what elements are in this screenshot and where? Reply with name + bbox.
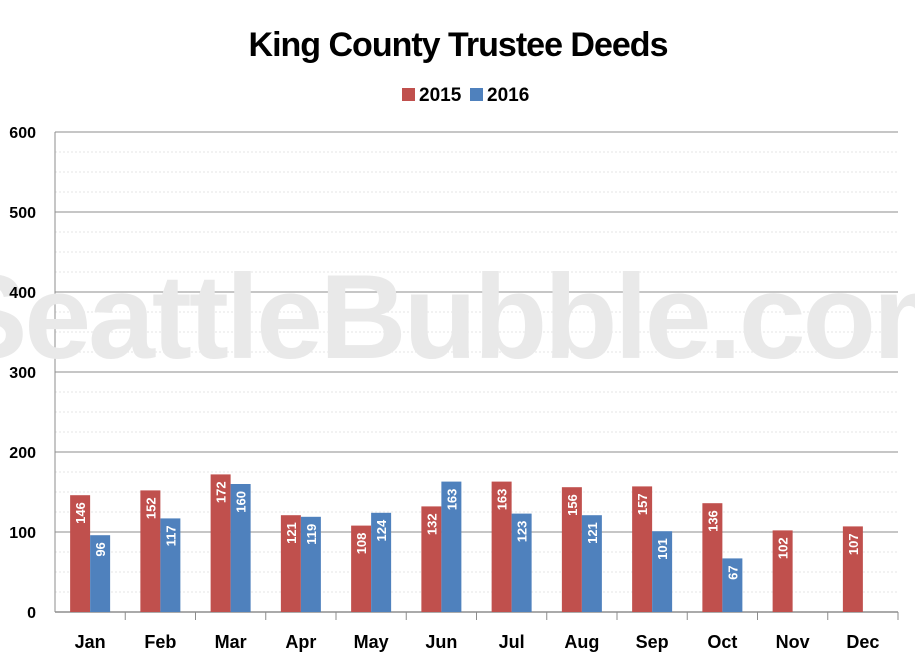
x-category-label: Jul [499,632,525,652]
bar-2016-jul [511,513,532,612]
bar-2015-jan [70,495,91,612]
data-label: 163 [444,489,459,511]
legend-swatch-2015 [402,88,415,101]
x-category-label: Oct [707,632,737,652]
y-tick-label: 400 [9,285,36,302]
data-label: 152 [143,497,158,519]
data-label: 119 [304,524,319,545]
data-label: 102 [776,537,791,559]
data-label: 123 [515,521,530,543]
bar-2015-oct [702,503,723,612]
bars: 146 96 152 117 172 160 121 119 108 124 132 163 163 12… [70,474,863,612]
bar-2015-may [351,525,372,612]
y-tick-label: 500 [9,205,36,222]
watermark: SeattleBubble.com [0,250,915,384]
bar-2016-jun [441,481,462,612]
x-category-label: Apr [285,632,316,652]
bar-2016-apr [300,516,321,612]
y-axis: 0 100 200 300 400 500 600 [9,125,36,622]
data-label: 117 [163,525,178,546]
bar-2016-aug [581,515,602,612]
bar-2015-nov [772,530,793,612]
x-category-label: Aug [564,632,599,652]
legend-label-2015: 2015 [419,85,462,106]
legend: 2015 2016 [402,85,529,106]
data-label: 163 [495,489,510,511]
data-label: 156 [565,494,580,516]
x-category-label: Sep [636,632,669,652]
bar-2015-apr [280,515,301,612]
data-label: 160 [234,491,249,513]
bar-2016-mar [230,484,251,612]
data-label: 121 [585,522,600,544]
x-category-label: Mar [215,632,247,652]
bar-2015-sep [632,486,653,612]
x-category-label: Jun [425,632,457,652]
y-tick-label: 200 [9,445,36,462]
x-category-label: May [354,632,389,652]
bar-2016-sep [652,531,673,612]
x-category-label: Nov [776,632,810,652]
data-label: 157 [635,493,650,515]
data-label: 101 [655,538,670,560]
data-label: 132 [424,513,439,535]
bar-2016-oct [722,558,743,612]
data-label: 121 [284,522,299,544]
bar-2015-feb [140,490,161,612]
x-axis: Jan Feb Mar Apr May Jun Jul Aug Sep Oct Nov Dec [75,612,899,652]
bar-2015-jun [421,506,442,612]
bar-2015-mar [210,474,231,612]
bar-2016-feb [160,518,181,612]
legend-label-2016: 2016 [487,85,529,106]
x-category-label: Feb [144,632,176,652]
y-tick-label: 300 [9,365,36,382]
x-category-label: Jan [75,632,106,652]
bar-2016-jan [90,535,111,612]
data-label: 172 [214,481,229,503]
data-label: 136 [705,510,720,532]
bar-2015-dec [842,526,863,612]
y-tick-label: 600 [9,125,36,142]
chart-title: King County Trustee Deeds [249,26,668,64]
data-label: 67 [725,565,740,579]
data-label: 124 [374,519,389,541]
data-label: 108 [354,533,369,555]
bar-2015-jul [491,481,512,612]
bar-2015-aug [561,487,582,612]
legend-swatch-2016 [470,88,483,101]
y-tick-label: 0 [27,605,36,622]
y-tick-label: 100 [9,525,36,542]
bar-2016-may [371,512,392,612]
data-label: 96 [93,542,108,556]
x-category-label: Dec [846,632,879,652]
data-label: 107 [846,533,861,555]
data-label: 146 [73,502,88,524]
